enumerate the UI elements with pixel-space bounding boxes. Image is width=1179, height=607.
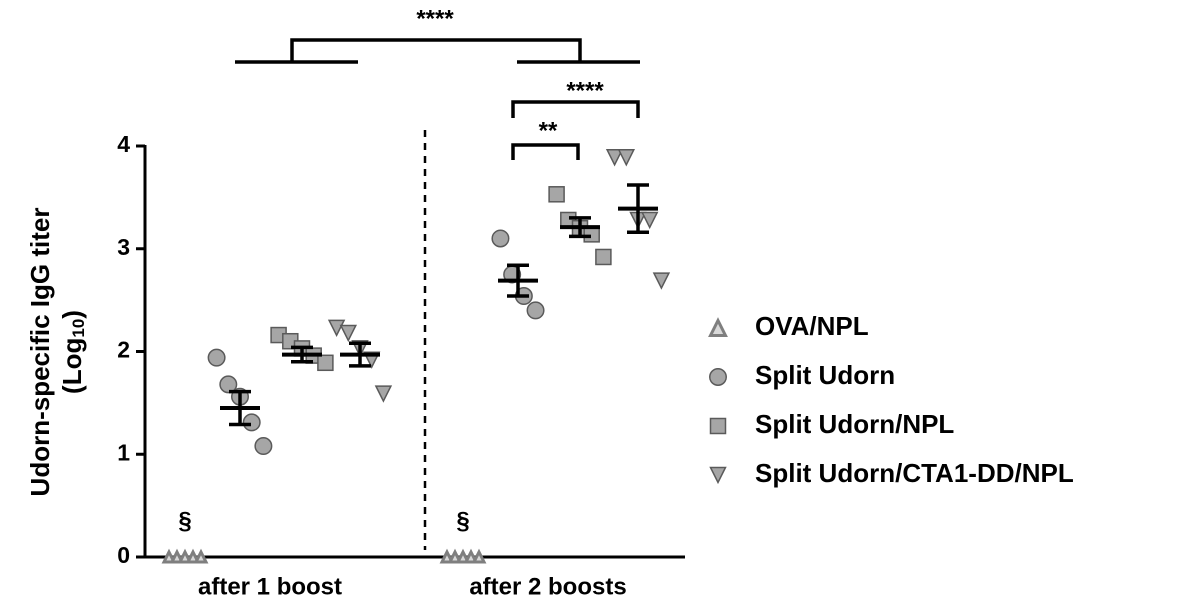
data-point [617, 149, 636, 167]
y-label-end: ) [57, 310, 87, 319]
error-bar [569, 216, 591, 239]
y-tick-label: 1 [117, 439, 130, 465]
annotation: ** [539, 117, 558, 144]
brackets [235, 38, 640, 160]
legend-marker [709, 417, 727, 435]
error-bar [627, 183, 649, 235]
annotation: **** [566, 77, 604, 104]
error-bar [291, 345, 313, 364]
y-axis-label: Udorn-specific IgG titer [25, 208, 55, 497]
data-point [219, 375, 238, 394]
data-point [327, 319, 346, 338]
y-axis-label-2: (Log10) [57, 310, 89, 394]
data-point [161, 548, 177, 564]
data-point [447, 548, 463, 564]
data-point [605, 149, 624, 167]
annotation: **** [416, 5, 454, 32]
data-point [455, 548, 471, 564]
data-point [185, 548, 201, 564]
y-label-sub: 10 [69, 319, 88, 338]
legend-marker [709, 368, 727, 386]
data-point [548, 186, 565, 203]
data-point [374, 385, 393, 403]
data-point [471, 548, 487, 564]
bracket [511, 100, 640, 118]
legend-label: Split Udorn [755, 360, 895, 390]
bracket [511, 143, 580, 160]
error-bar [507, 263, 529, 298]
y-tick-label: 3 [117, 234, 130, 260]
data-point [439, 548, 455, 564]
legend-marker [708, 317, 728, 337]
y-tick-label: 2 [117, 337, 130, 363]
y-tick-label: 0 [117, 542, 130, 568]
data-point [526, 301, 545, 320]
data-point [491, 229, 510, 248]
data-point [652, 272, 671, 290]
data-point [177, 548, 193, 564]
group-mark: § [456, 507, 469, 534]
data-point [169, 548, 185, 564]
data-point [242, 413, 261, 432]
data-point [463, 548, 479, 564]
x-tick-label: after 2 boosts [469, 573, 626, 600]
error-bar [349, 341, 371, 368]
y-label-part: (Log [57, 338, 87, 394]
legend-label: Split Udorn/CTA1-DD/NPL [755, 458, 1074, 488]
legend-marker [709, 466, 727, 485]
error-bar [229, 389, 251, 427]
data-point [207, 348, 226, 367]
data-point [317, 354, 334, 372]
y-tick-label: 4 [117, 131, 130, 157]
x-tick-label: after 1 boost [198, 573, 342, 600]
legend-label: Split Udorn/NPL [755, 409, 954, 439]
data-point [595, 248, 612, 266]
data-point [339, 324, 358, 343]
data-point [254, 437, 273, 456]
data-point [193, 548, 209, 564]
group-mark: § [178, 507, 191, 534]
legend-label: OVA/NPL [755, 311, 869, 341]
bracket [290, 38, 582, 62]
data-point [640, 211, 659, 230]
